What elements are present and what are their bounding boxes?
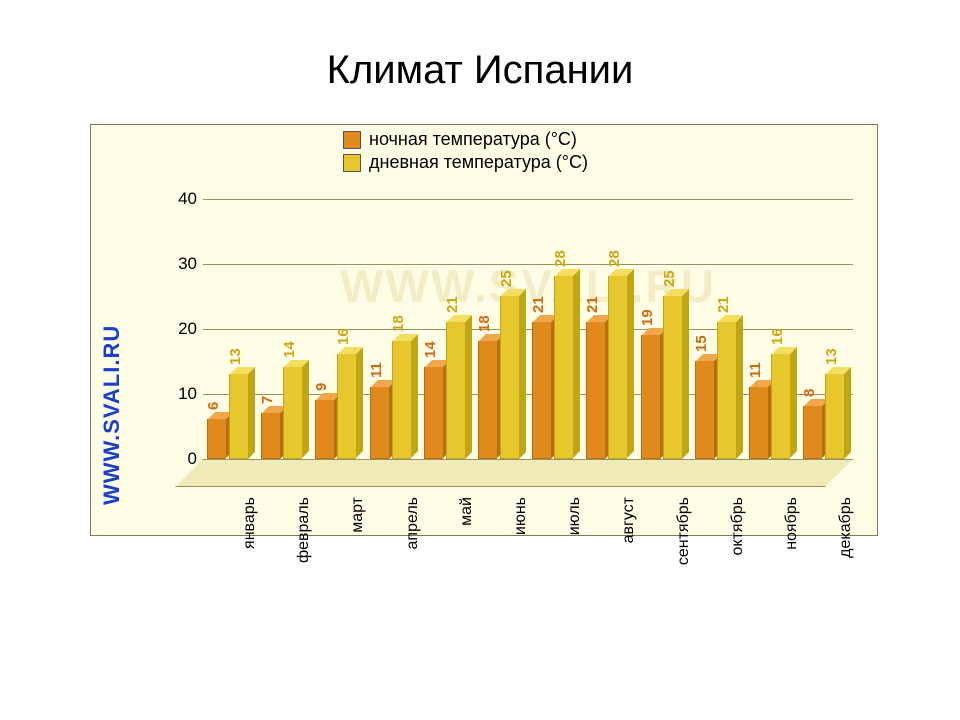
bar-night: 11 xyxy=(370,388,388,460)
bar-night: 18 xyxy=(478,342,496,459)
legend-item-day: дневная температура (°C) xyxy=(343,152,588,173)
legend-label-night: ночная температура (°C) xyxy=(369,129,577,150)
x-label: апрель xyxy=(404,497,422,597)
bar-night: 11 xyxy=(749,388,767,460)
x-label: август xyxy=(620,497,638,597)
bar-day: 14 xyxy=(283,368,301,459)
x-label: март xyxy=(349,497,367,597)
y-tick: 40 xyxy=(157,189,197,209)
value-label: 16 xyxy=(769,328,786,345)
chart-floor xyxy=(203,459,853,485)
value-label: 28 xyxy=(552,250,569,267)
value-label: 7 xyxy=(259,395,276,403)
value-label: 13 xyxy=(227,348,244,365)
value-label: 21 xyxy=(584,296,601,313)
value-label: 14 xyxy=(422,341,439,358)
bar-day: 13 xyxy=(825,375,843,460)
bar-day: 28 xyxy=(608,277,626,459)
value-label: 21 xyxy=(530,296,547,313)
bar-day: 21 xyxy=(717,323,735,460)
x-label: май xyxy=(458,497,476,597)
value-label: 28 xyxy=(606,250,623,267)
legend-swatch-night xyxy=(343,131,361,149)
x-label: октябрь xyxy=(729,497,747,597)
legend-label-day: дневная температура (°C) xyxy=(369,152,588,173)
bar-day: 25 xyxy=(500,297,518,460)
climate-chart: WWW.SVALI.RU ночная температура (°C) дне… xyxy=(90,124,878,536)
x-label: июль xyxy=(566,497,584,597)
bar-day: 28 xyxy=(554,277,572,459)
watermark: WWW.SVALI.RU xyxy=(203,259,853,313)
bar-day: 13 xyxy=(229,375,247,460)
x-label: июнь xyxy=(512,497,530,597)
bar-night: 19 xyxy=(641,336,659,460)
value-label: 16 xyxy=(335,328,352,345)
bar-night: 21 xyxy=(586,323,604,460)
value-label: 9 xyxy=(313,382,330,390)
gridline xyxy=(203,264,853,265)
bar-day: 16 xyxy=(771,355,789,459)
y-tick: 10 xyxy=(157,384,197,404)
value-label: 18 xyxy=(390,315,407,332)
legend-swatch-day xyxy=(343,154,361,172)
plot-area: WWW.SVALI.RU 010203040613январь714феврал… xyxy=(203,199,853,459)
value-label: 21 xyxy=(715,296,732,313)
x-label: январь xyxy=(241,497,259,597)
value-label: 13 xyxy=(823,348,840,365)
value-label: 18 xyxy=(476,315,493,332)
source-watermark-side: WWW.SVALI.RU xyxy=(99,325,125,505)
bar-day: 16 xyxy=(337,355,355,459)
value-label: 15 xyxy=(693,335,710,352)
x-label: февраль xyxy=(295,497,313,597)
value-label: 11 xyxy=(368,362,385,378)
bar-night: 15 xyxy=(695,362,713,460)
bar-night: 6 xyxy=(207,420,225,459)
bar-night: 14 xyxy=(424,368,442,459)
bar-night: 7 xyxy=(261,414,279,460)
value-label: 19 xyxy=(639,309,656,326)
value-label: 8 xyxy=(801,389,818,397)
value-label: 11 xyxy=(747,362,764,378)
value-label: 25 xyxy=(498,270,515,287)
value-label: 14 xyxy=(281,341,298,358)
legend-item-night: ночная температура (°C) xyxy=(343,129,588,150)
value-label: 21 xyxy=(444,296,461,313)
x-label: декабрь xyxy=(837,497,855,597)
bar-night: 21 xyxy=(532,323,550,460)
gridline xyxy=(203,199,853,200)
y-tick: 0 xyxy=(157,449,197,469)
y-tick: 20 xyxy=(157,319,197,339)
bar-night: 9 xyxy=(315,401,333,460)
y-tick: 30 xyxy=(157,254,197,274)
legend: ночная температура (°C) дневная температ… xyxy=(343,129,588,175)
bar-day: 21 xyxy=(446,323,464,460)
bar-night: 8 xyxy=(803,407,821,459)
x-label: сентябрь xyxy=(675,497,693,597)
page-title: Климат Испании xyxy=(0,0,960,113)
bar-day: 25 xyxy=(663,297,681,460)
bar-day: 18 xyxy=(392,342,410,459)
value-label: 6 xyxy=(205,402,222,410)
x-label: ноябрь xyxy=(783,497,801,597)
gridline xyxy=(203,329,853,330)
value-label: 25 xyxy=(661,270,678,287)
